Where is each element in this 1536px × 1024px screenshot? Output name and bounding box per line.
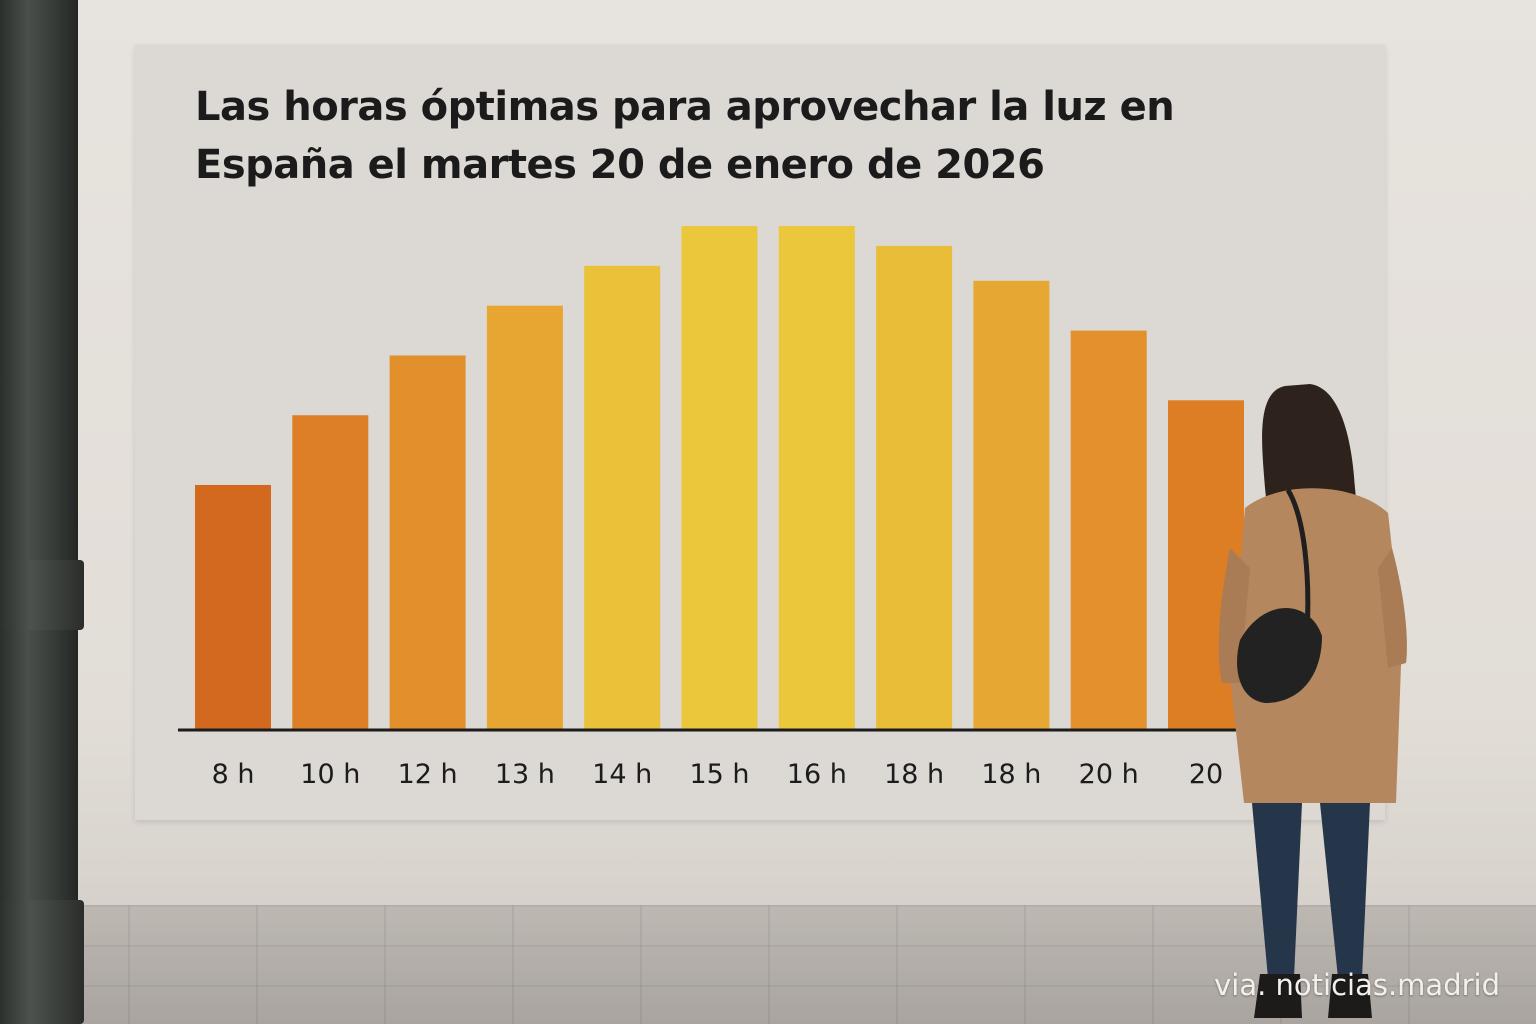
- x-tick-label: 12 h: [398, 759, 458, 790]
- bar: [1070, 330, 1147, 729]
- bar: [195, 484, 271, 729]
- x-tick-label: 18 h: [884, 759, 944, 790]
- bar: [486, 305, 563, 729]
- bar: [973, 280, 1050, 729]
- bar: [292, 415, 369, 729]
- x-tick-label: 10 h: [300, 759, 360, 790]
- lamp-post-collar: [0, 560, 84, 630]
- bar-series: [195, 226, 1244, 730]
- x-tick-label: 20: [1189, 759, 1223, 790]
- bar: [389, 355, 466, 729]
- x-tick-labels: 8 h 10 h 12 h 13 h 14 h 15 h 16 h 18 h 18 h 20 h 2…: [212, 759, 1224, 790]
- x-tick-label: 15 h: [689, 759, 749, 790]
- bar: [681, 226, 758, 729]
- x-tick-label: 13 h: [495, 759, 555, 790]
- chart-title: Las horas óptimas para aprovechar la luz…: [195, 84, 1175, 188]
- bar: [584, 265, 661, 729]
- x-tick-label: 20 h: [1079, 759, 1139, 790]
- x-tick-label: 16 h: [787, 759, 847, 790]
- x-tick-label: 8 h: [212, 759, 255, 790]
- bar: [876, 245, 953, 730]
- woman-viewer: [1218, 384, 1407, 1018]
- x-tick-label: 14 h: [592, 759, 652, 790]
- lamp-post-base: [0, 900, 84, 1024]
- source-credit: via. noticias.madrid: [1214, 968, 1500, 1002]
- bar: [778, 226, 855, 729]
- x-tick-label: 18 h: [981, 759, 1041, 790]
- lamp-post: [0, 0, 84, 1024]
